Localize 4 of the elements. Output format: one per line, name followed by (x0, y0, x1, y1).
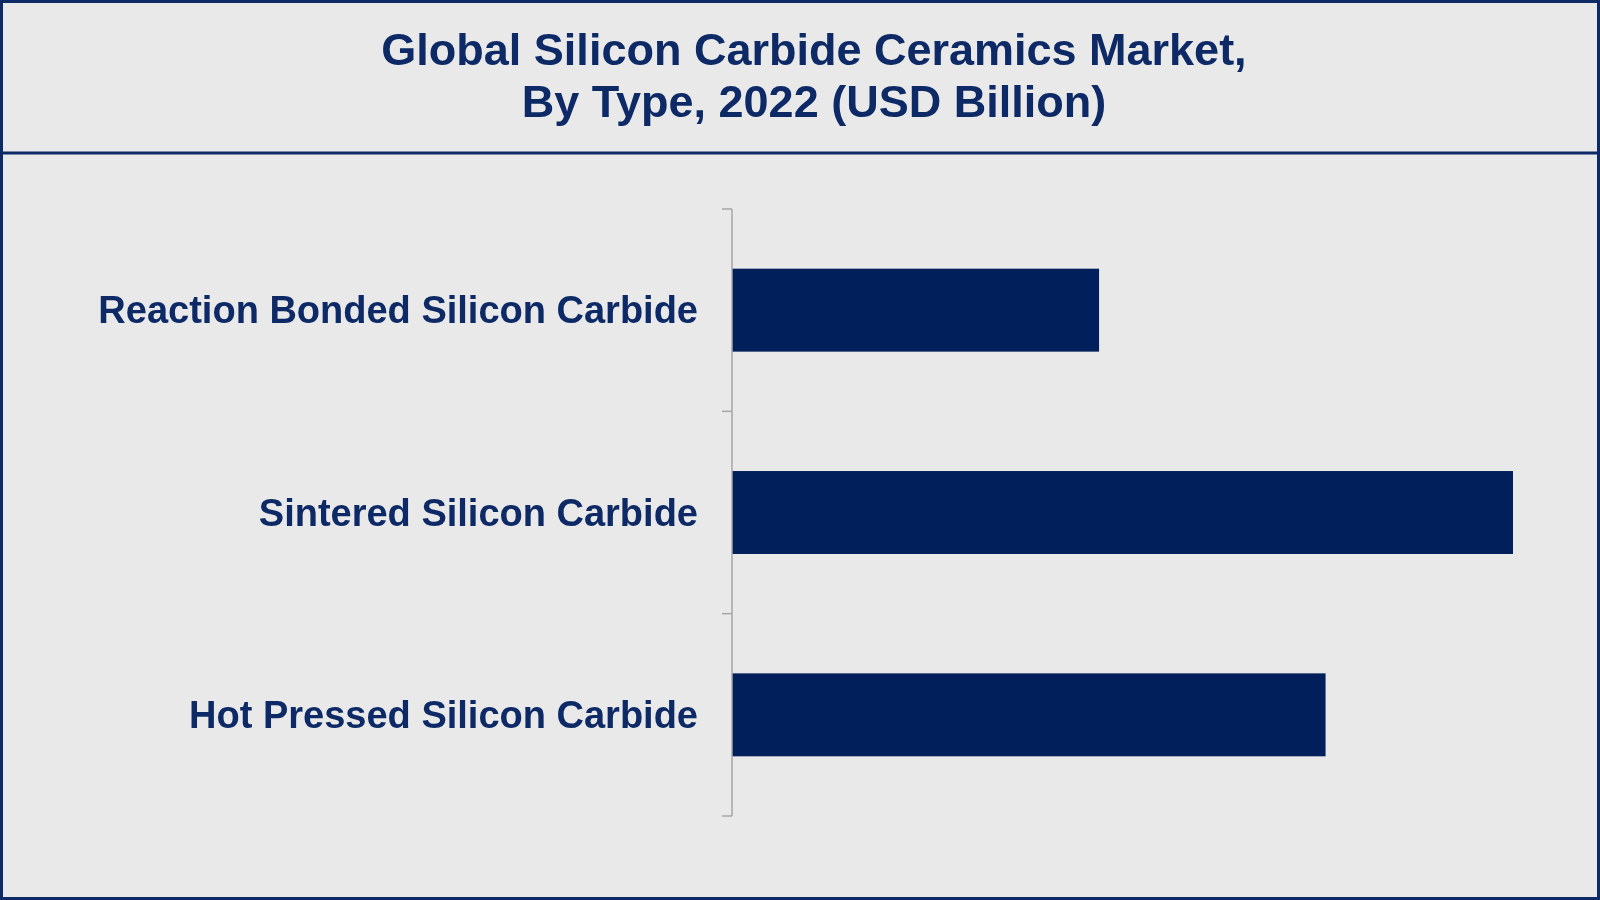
chart-title: Global Silicon Carbide Ceramics Market, By Type, 2022 (USD Billion) (381, 24, 1247, 127)
y-tick-label: Sintered Silicon Carbide (258, 491, 698, 534)
y-tick-label: Hot Pressed Silicon Carbide (189, 694, 698, 737)
y-tick-label: Reaction Bonded Silicon Carbide (98, 289, 698, 332)
